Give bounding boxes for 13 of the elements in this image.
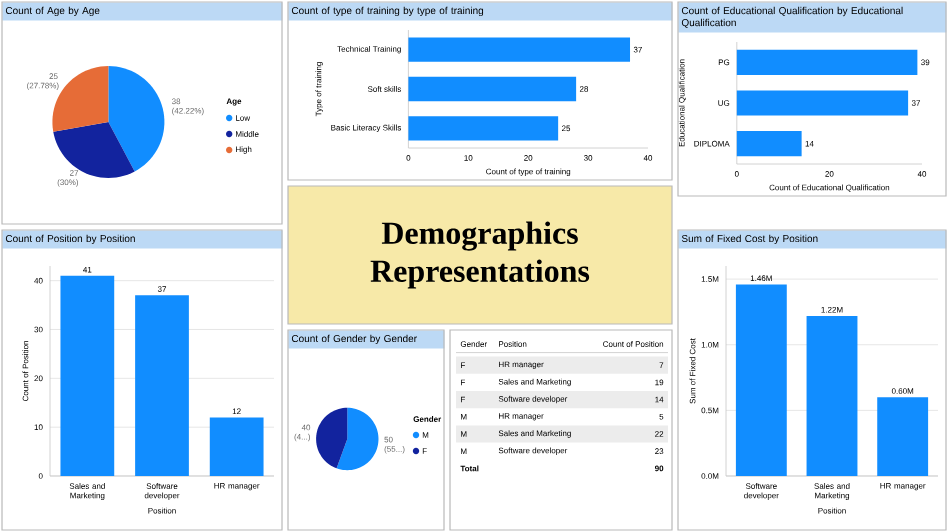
bar (736, 49, 918, 75)
bar (408, 76, 577, 102)
bar (60, 275, 115, 476)
bar (735, 284, 787, 476)
bar (806, 315, 858, 476)
bar (135, 295, 189, 476)
bar (877, 397, 929, 476)
bar (736, 131, 802, 157)
bar (408, 37, 631, 62)
bar (209, 417, 264, 476)
bar (736, 90, 909, 116)
text: Demographics Representations (370, 221, 590, 289)
bar (408, 116, 559, 141)
